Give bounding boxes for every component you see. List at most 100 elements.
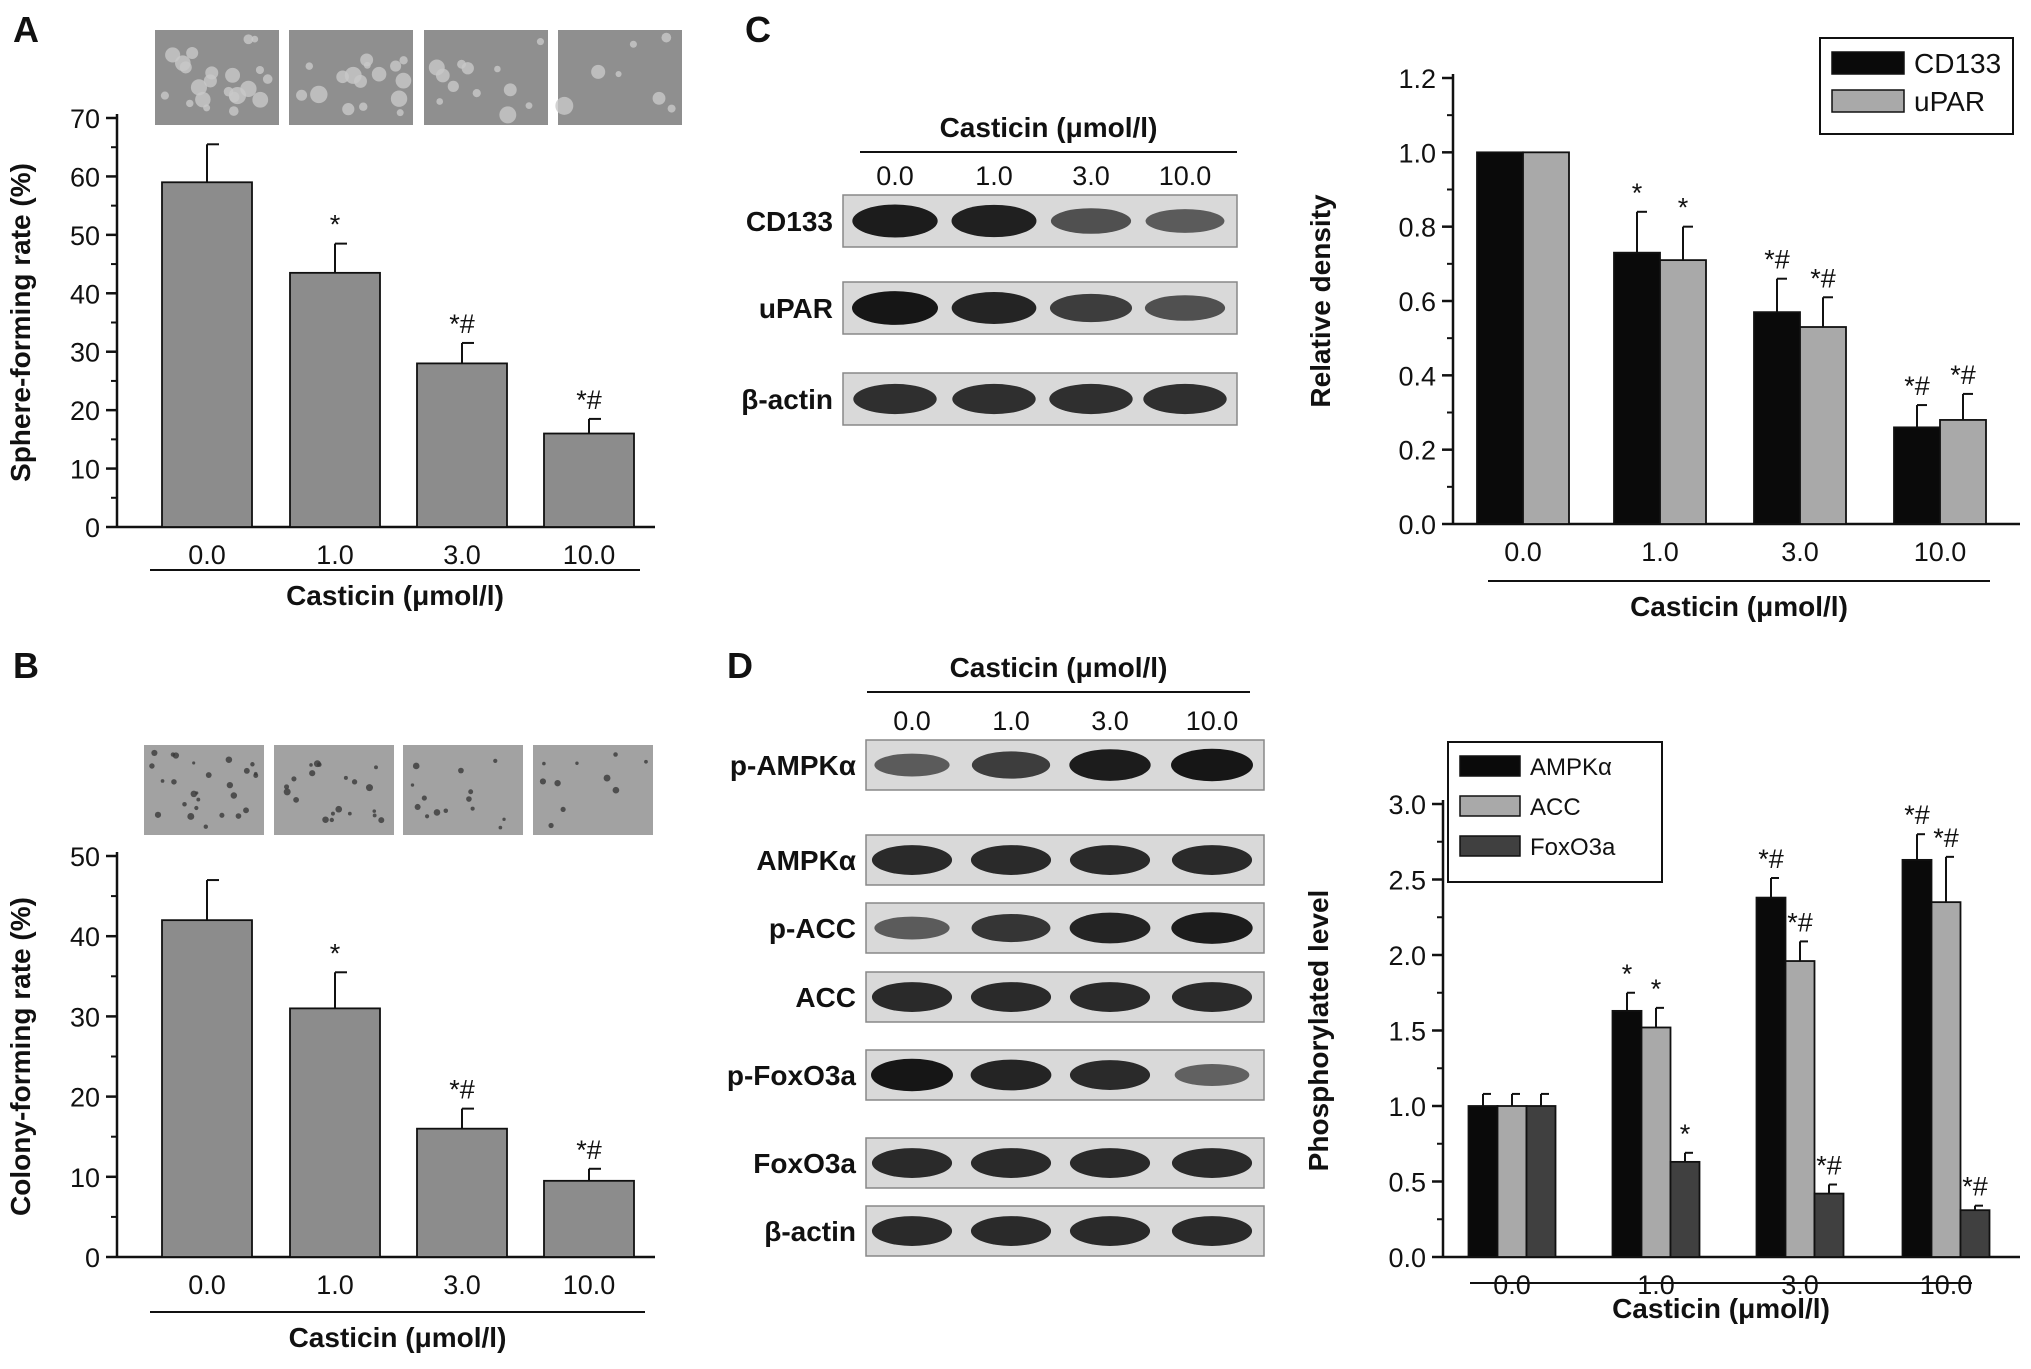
bar (1496, 1105, 1528, 1258)
blot-row-label: p-ACC (769, 913, 856, 944)
blot-band (1069, 749, 1151, 781)
x-axis-label: Casticin (μmol/l) (289, 1322, 507, 1353)
colony-micrograph (533, 745, 653, 835)
y-tick-label: 10 (70, 1163, 100, 1193)
significance-mark: *# (576, 1135, 602, 1165)
y-tick-label: 1.0 (1388, 1092, 1426, 1122)
blot-band (1145, 209, 1225, 233)
blot-band (970, 845, 1052, 875)
y-axis-label: Phosphorylated level (1303, 890, 1334, 1172)
panel-letter-a: A (13, 9, 39, 50)
blot-band (1069, 1148, 1151, 1178)
x-tick-label: 10.0 (1920, 1270, 1973, 1300)
y-tick-label: 1.5 (1388, 1017, 1426, 1047)
significance-mark: *# (1810, 263, 1836, 293)
y-tick-label: 0.6 (1398, 287, 1436, 317)
bar (1467, 1105, 1499, 1258)
significance-mark: * (1680, 1119, 1691, 1149)
blot-band (1171, 1216, 1253, 1246)
bar (161, 919, 253, 1258)
bar (1753, 311, 1801, 525)
legend-label: CD133 (1914, 48, 2001, 79)
significance-mark: *# (449, 1075, 475, 1105)
bar (1959, 1209, 1991, 1258)
blot-band (1171, 748, 1253, 782)
bar (1893, 426, 1941, 525)
blot-band (1069, 982, 1151, 1012)
blot-band (1069, 912, 1151, 944)
blot-header: Casticin (μmol/l) (950, 652, 1168, 683)
y-tick-label: 0 (85, 1243, 100, 1273)
y-axis-label: Relative density (1305, 194, 1336, 408)
y-tick-label: 1.0 (1398, 138, 1436, 168)
significance-mark: *# (449, 309, 475, 339)
blot-band (1171, 982, 1253, 1012)
y-tick-label: 1.2 (1398, 64, 1436, 94)
bar (1901, 858, 1933, 1258)
legend-swatch (1459, 835, 1521, 857)
x-tick-label: 1.0 (1637, 1270, 1675, 1300)
x-tick-label: 1.0 (1641, 537, 1679, 567)
y-tick-label: 50 (70, 221, 100, 251)
y-tick-label: 0.5 (1388, 1168, 1426, 1198)
legend-swatch (1831, 89, 1905, 113)
significance-mark: * (1622, 959, 1633, 989)
y-tick-label: 10 (70, 455, 100, 485)
panel-letter-d: D (727, 645, 753, 686)
legend: AMPKα ACC FoxO3a (1447, 741, 1663, 883)
legend-label: ACC (1530, 794, 1581, 821)
x-tick-label: 0.0 (188, 540, 226, 570)
lane-label: 0.0 (876, 161, 914, 191)
y-tick-label: 0.0 (1388, 1243, 1426, 1273)
sphere-micrograph (155, 30, 279, 125)
blot-row-label: p-FoxO3a (727, 1060, 857, 1091)
significance-mark: *# (576, 385, 602, 415)
significance-mark: *# (1904, 371, 1930, 401)
significance-mark: * (1651, 974, 1662, 1004)
y-tick-label: 40 (70, 279, 100, 309)
x-axis-label: Casticin (μmol/l) (1630, 591, 1848, 622)
sphere-micrograph (555, 30, 682, 125)
bar (289, 271, 381, 528)
y-tick-label: 20 (70, 1083, 100, 1113)
significance-mark: *# (1933, 823, 1959, 853)
blot-row-label: CD133 (746, 206, 833, 237)
legend-label: uPAR (1914, 86, 1985, 117)
blot-band (1049, 383, 1133, 415)
blot-band (871, 845, 953, 875)
blot-band (951, 204, 1037, 238)
blot-band (951, 292, 1037, 324)
blot-row-label: FoxO3a (753, 1148, 856, 1179)
colony-micrograph (274, 745, 394, 835)
blot-band (1069, 845, 1151, 875)
bar (1669, 1160, 1701, 1258)
significance-mark: *# (1764, 245, 1790, 275)
x-tick-label: 10.0 (1914, 537, 1967, 567)
blot-band (871, 1058, 953, 1092)
bar (1525, 1105, 1557, 1258)
x-tick-label: 3.0 (443, 1270, 481, 1300)
x-tick-label: 10.0 (563, 540, 616, 570)
chart-panel-b: 0 10 20 30 40 50 Colony-forming rate (%) 0.0 * 1.… (5, 842, 655, 1353)
x-tick-label: 3.0 (1781, 537, 1819, 567)
significance-mark: * (1678, 193, 1689, 223)
y-tick-label: 0.2 (1398, 436, 1436, 466)
significance-mark: * (1632, 178, 1643, 208)
colony-micrograph (144, 745, 264, 835)
y-axis-label: Sphere-forming rate (%) (5, 163, 36, 482)
blot-header: Casticin (μmol/l) (940, 112, 1158, 143)
legend-swatch (1459, 755, 1521, 777)
bar (1755, 896, 1787, 1258)
bar (1613, 251, 1661, 525)
chart-panel-d: 0.0 0.5 1.0 1.5 2.0 2.5 3.0 Phosphorylated leve… (1303, 741, 2020, 1324)
blot-band (871, 982, 953, 1012)
blot-band (952, 383, 1036, 415)
blot-row-label: AMPKα (756, 845, 856, 876)
bar (1813, 1192, 1845, 1258)
legend: CD133 uPAR (1819, 37, 2014, 135)
x-tick-label: 3.0 (1781, 1270, 1819, 1300)
bar (543, 432, 635, 528)
significance-mark: *# (1758, 844, 1784, 874)
blot-row-label: β-actin (741, 384, 833, 415)
x-tick-label: 3.0 (443, 540, 481, 570)
